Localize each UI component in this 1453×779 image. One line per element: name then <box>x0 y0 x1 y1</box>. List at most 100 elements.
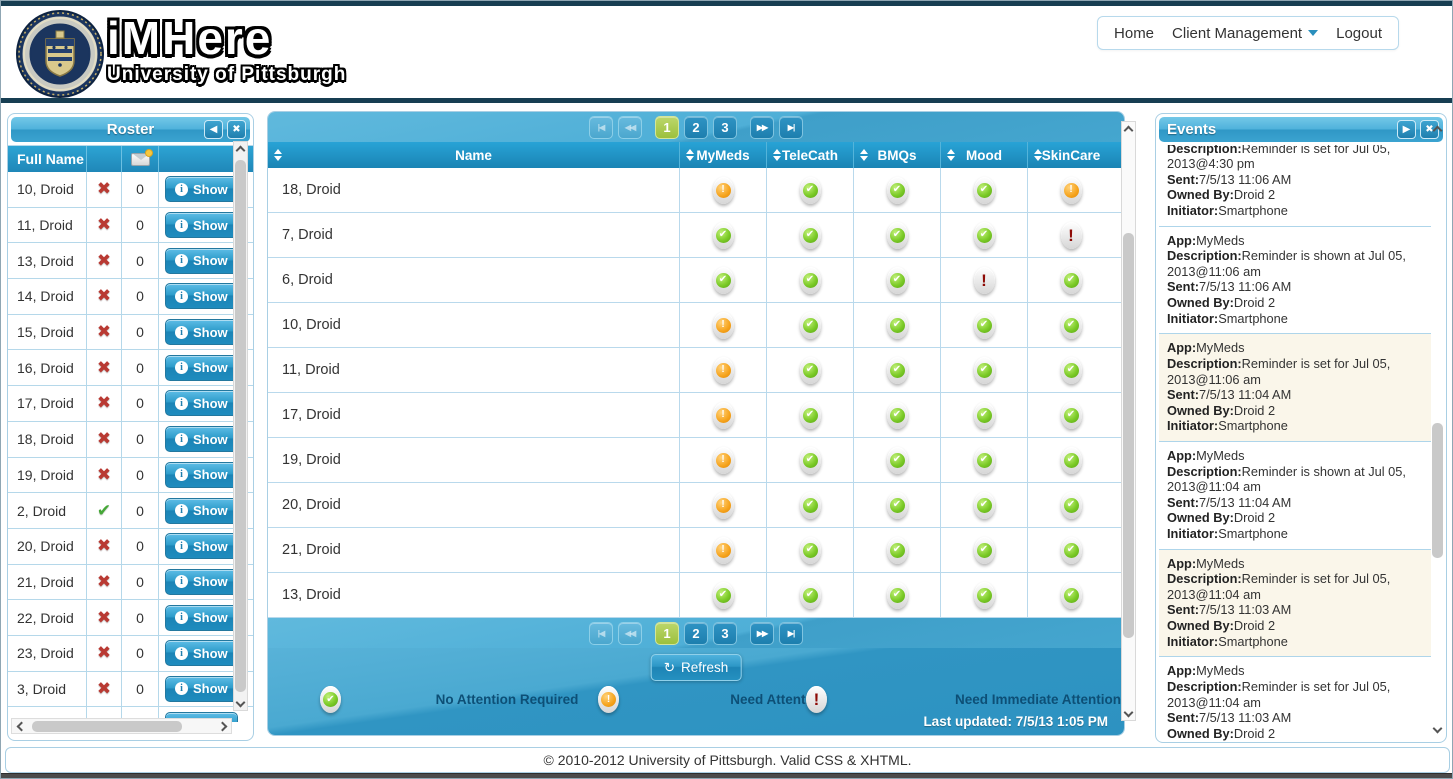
event-sent-label: Sent: <box>1167 279 1199 295</box>
event-owned-by-label: Owned By: <box>1167 402 1234 418</box>
event-app: App:MyMeds <box>1167 232 1245 248</box>
scrollbar-thumb[interactable] <box>1123 233 1134 638</box>
roster-row: 22, Droid ✖ 0 i Show <box>8 600 253 636</box>
column-header-skincare[interactable]: SkinCare <box>1028 142 1114 168</box>
page-button-2[interactable]: 2 <box>684 621 708 645</box>
scroll-down-arrow[interactable] <box>1122 704 1135 720</box>
roster-panel: Roster ◀ ✖ Full Name 10, Droid ✖ 0 i Show 11,… <box>7 113 254 741</box>
event-sent-label: Sent: <box>1167 494 1199 510</box>
column-header-mymeds[interactable]: MyMeds <box>680 142 767 168</box>
show-button[interactable]: i Show <box>165 497 238 524</box>
disconnected-x-icon: ✖ <box>96 464 112 484</box>
refresh-button[interactable]: ↻ Refresh <box>650 654 742 681</box>
nav-logout[interactable]: Logout <box>1336 24 1382 42</box>
roster-connection-cell: ✖ <box>87 600 122 635</box>
status-cell: ✔ <box>941 303 1028 347</box>
sort-icon <box>860 149 868 161</box>
first-page-button[interactable]: |◀ <box>589 115 613 139</box>
show-button[interactable]: i Show <box>165 319 238 346</box>
column-header-name[interactable]: Name <box>268 142 680 168</box>
show-button[interactable]: i Show <box>165 283 238 310</box>
scroll-up-arrow[interactable] <box>1430 122 1445 138</box>
next-page-button[interactable]: ▶▶ <box>750 115 774 139</box>
event-initiator: Initiator:Smartphone <box>1167 310 1288 326</box>
status-cell: ! <box>680 393 767 437</box>
roster-close-button[interactable]: ✖ <box>227 120 246 139</box>
first-page-button[interactable]: |◀ <box>589 621 613 645</box>
column-header-telecath[interactable]: TeleCath <box>767 142 854 168</box>
previous-page-button[interactable]: ◀◀ <box>618 621 642 645</box>
show-button[interactable]: i Show <box>165 533 238 560</box>
roster-vertical-scrollbar[interactable] <box>233 141 248 711</box>
scroll-down-arrow[interactable] <box>1430 720 1445 736</box>
column-header-mood[interactable]: Mood <box>941 142 1028 168</box>
show-button[interactable]: i Show <box>165 426 238 453</box>
nav-home[interactable]: Home <box>1114 24 1155 42</box>
scrollbar-thumb[interactable] <box>235 160 246 692</box>
status-cell: ✔ <box>767 393 854 437</box>
events-expand-button[interactable]: ▶ <box>1397 120 1416 139</box>
scroll-up-arrow[interactable] <box>234 142 247 158</box>
client-name: 6, Droid <box>268 258 680 302</box>
last-updated-label: Last updated: 7/5/13 1:05 PM <box>923 714 1108 729</box>
event-initiator-label: Initiator: <box>1167 310 1219 326</box>
scrollbar-thumb[interactable] <box>32 720 182 732</box>
status-cell: ✔ <box>1028 348 1114 392</box>
page-button-3[interactable]: 3 <box>713 115 737 139</box>
next-page-button[interactable]: ▶▶ <box>750 621 774 645</box>
show-button[interactable]: i Show <box>165 212 238 239</box>
show-button[interactable]: i Show <box>165 640 238 667</box>
scroll-down-arrow[interactable] <box>234 694 247 710</box>
status-cell: ✔ <box>1028 573 1114 617</box>
event-sent-label: Sent: <box>1167 710 1199 726</box>
page-button-2[interactable]: 2 <box>684 115 708 139</box>
show-button[interactable]: i Show <box>165 390 238 417</box>
roster-client-name: 14, Droid <box>8 279 87 314</box>
status-ok-icon: ✔ <box>886 446 908 474</box>
event-initiator: Initiator:Smartphone <box>1167 203 1288 219</box>
roster-collapse-button[interactable]: ◀ <box>204 120 223 139</box>
status-ok-icon: ✔ <box>886 311 908 339</box>
scroll-left-arrow[interactable] <box>12 718 30 734</box>
page-button-1[interactable]: 1 <box>655 115 679 139</box>
event-initiator-label: Initiator: <box>1167 526 1219 542</box>
content-vertical-scrollbar[interactable] <box>1121 121 1136 721</box>
previous-page-button[interactable]: ◀◀ <box>618 115 642 139</box>
scroll-up-arrow[interactable] <box>1122 122 1135 138</box>
events-vertical-scrollbar[interactable] <box>1430 122 1445 736</box>
scrollbar-thumb[interactable] <box>1432 423 1443 558</box>
page-button-1[interactable]: 1 <box>655 621 679 645</box>
roster-horizontal-scrollbar[interactable] <box>11 718 232 734</box>
show-button-label: Show <box>193 467 228 483</box>
roster-action-cell: i Show <box>159 458 238 493</box>
show-button[interactable]: i Show <box>165 461 238 488</box>
events-close-button[interactable]: ✖ <box>1420 120 1439 139</box>
show-button[interactable]: i Show <box>165 568 238 595</box>
event-owned-by: Owned By:Droid 2 <box>1167 725 1276 741</box>
status-cell: ✔ <box>1028 438 1114 482</box>
status-ok-icon: ✔ <box>973 221 995 249</box>
roster-message-count: 0 <box>122 350 159 386</box>
show-button-label: Show <box>193 681 228 697</box>
show-button[interactable]: i Show <box>165 247 238 274</box>
status-ok-icon: ✔ <box>799 176 821 204</box>
nav-client-management[interactable]: Client Management <box>1172 25 1319 42</box>
roster-titlebar: Roster ◀ ✖ <box>11 117 250 142</box>
last-page-button[interactable]: ▶| <box>779 115 803 139</box>
show-button[interactable]: i Show <box>165 354 238 381</box>
status-ok-icon: ✔ <box>799 401 821 429</box>
column-header-bmqs[interactable]: BMQs <box>854 142 941 168</box>
show-button[interactable]: i Show <box>165 604 238 631</box>
show-button[interactable]: i Show <box>165 675 238 702</box>
page-button-3[interactable]: 3 <box>713 621 737 645</box>
scroll-right-arrow[interactable] <box>213 718 231 734</box>
show-button[interactable]: i Show <box>165 176 238 203</box>
status-warn-icon: ! <box>712 176 734 204</box>
last-page-button[interactable]: ▶| <box>779 621 803 645</box>
roster-col-fullname: Full Name <box>8 146 87 172</box>
legend-label: Need Immediate Attention <box>954 692 1122 707</box>
event-owned-by-label: Owned By: <box>1167 618 1234 634</box>
event-description-label: Description: <box>1167 463 1242 479</box>
